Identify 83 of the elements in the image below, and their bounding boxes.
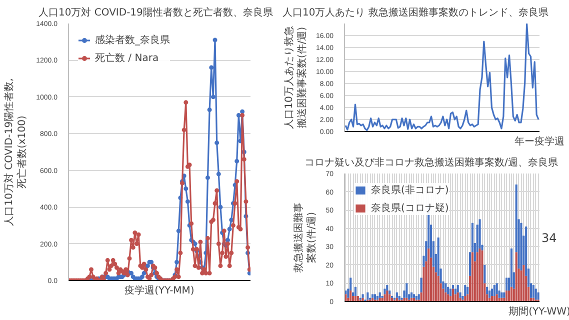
bar — [496, 283, 498, 294]
legend-label: 奈良県(コロナ疑) — [371, 202, 449, 215]
bar — [506, 278, 508, 291]
bar — [350, 290, 352, 302]
bar — [398, 296, 400, 300]
bar — [510, 286, 513, 302]
bar — [462, 296, 464, 300]
bar — [378, 292, 381, 298]
bar — [374, 294, 376, 300]
bar — [415, 296, 418, 300]
bar — [498, 298, 500, 302]
bar — [344, 294, 347, 302]
bar — [396, 292, 398, 298]
bar — [534, 288, 537, 300]
bar — [386, 285, 388, 291]
bar — [506, 290, 508, 302]
bar — [515, 252, 518, 302]
bar — [362, 294, 364, 298]
x-axis-title: 年ー疫学週 — [514, 136, 564, 148]
line-series — [344, 24, 540, 132]
bar — [410, 292, 413, 298]
bar — [466, 286, 469, 294]
bar — [386, 290, 388, 302]
x-axis-title: 疫学週(YY-MM) — [124, 284, 194, 296]
bar — [510, 248, 513, 287]
bar — [468, 252, 472, 276]
bar — [471, 252, 474, 302]
bar — [484, 264, 486, 284]
bar — [384, 288, 386, 294]
bar — [481, 250, 484, 302]
bar — [444, 283, 447, 292]
chart-title: 人口10万人あたり 救急搬送困難事案数のトレンド、奈良県 — [282, 6, 548, 18]
bar — [362, 298, 364, 302]
bar — [537, 292, 540, 300]
bar — [522, 264, 525, 302]
bar — [344, 290, 347, 294]
bar — [520, 222, 522, 270]
bar — [464, 285, 466, 296]
bar — [449, 288, 452, 296]
legend-label: 感染者数_奈良県 — [95, 34, 170, 47]
bar — [503, 292, 506, 298]
bar — [381, 298, 384, 302]
bar — [403, 298, 406, 302]
bar — [456, 285, 459, 292]
bar — [500, 292, 503, 298]
bar — [388, 290, 391, 294]
bar — [376, 296, 378, 300]
chart-title: 人口10万対 COVID-19陽性者数と死亡者数、奈良県 — [38, 6, 273, 18]
bar — [493, 285, 496, 296]
bar — [454, 288, 456, 294]
bar — [532, 285, 534, 298]
bar — [496, 294, 498, 302]
bar — [384, 294, 386, 302]
bar — [354, 286, 357, 296]
bar — [490, 288, 494, 296]
legend-label: 死亡数 / Nara — [95, 52, 159, 65]
y-axis-title: 人口10万人あたり救急搬送困難事案数(件/週) — [282, 26, 308, 129]
bar — [406, 283, 408, 298]
bar — [500, 298, 503, 302]
bar — [412, 294, 416, 298]
y-axis-title: 救急搬送困難事案数(件/週) — [292, 202, 318, 274]
bar — [508, 290, 510, 302]
bar — [437, 276, 440, 302]
legend-label: 奈良県(非コロナ) — [371, 184, 449, 197]
text: 34 — [542, 231, 557, 245]
bar — [459, 292, 462, 298]
bar — [366, 292, 369, 300]
bar — [388, 294, 391, 302]
bar — [418, 294, 420, 300]
bar — [488, 290, 491, 298]
bar — [452, 288, 454, 302]
bar — [420, 278, 422, 292]
bar — [452, 285, 454, 289]
bar — [478, 248, 481, 302]
bar — [447, 294, 450, 302]
bar — [478, 219, 481, 248]
bar — [476, 252, 478, 302]
bar — [371, 294, 374, 298]
bar — [447, 286, 450, 294]
bar — [428, 248, 430, 302]
y-axis-title: 人口10万対 COVID-19陽性者数, 死亡者数(x100) — [2, 78, 28, 226]
chart-title: コロナ疑い及び非コロナ救急搬送困難事案数/週、奈良県 — [304, 156, 558, 168]
bar — [486, 286, 488, 294]
